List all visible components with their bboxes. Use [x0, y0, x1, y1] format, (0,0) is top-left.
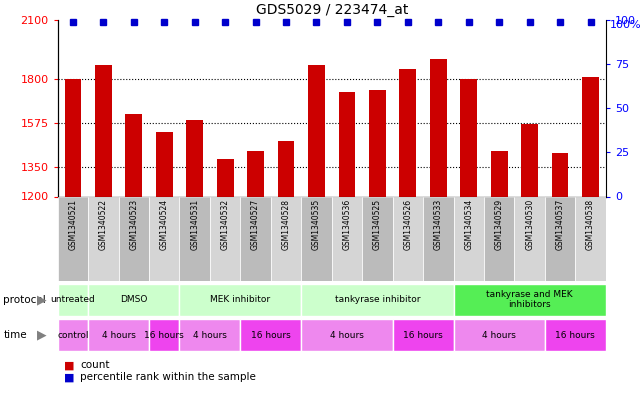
Bar [88, 196, 119, 281]
Text: tankyrase inhibitor: tankyrase inhibitor [335, 295, 420, 304]
Text: GSM1340532: GSM1340532 [221, 199, 229, 250]
Bar [369, 90, 386, 196]
Bar [58, 196, 88, 281]
Text: GSM1340531: GSM1340531 [190, 199, 199, 250]
Bar [126, 114, 142, 196]
Bar [392, 196, 423, 281]
Bar [454, 284, 606, 316]
Bar [58, 284, 88, 316]
Text: GSM1340522: GSM1340522 [99, 199, 108, 250]
Bar [95, 65, 112, 196]
Bar [301, 196, 332, 281]
Title: GDS5029 / 223474_at: GDS5029 / 223474_at [256, 3, 408, 17]
Bar [58, 319, 88, 351]
Bar [332, 196, 362, 281]
Text: GSM1340529: GSM1340529 [495, 199, 504, 250]
Text: 16 hours: 16 hours [144, 331, 184, 340]
Text: GSM1340521: GSM1340521 [69, 199, 78, 250]
Text: protocol: protocol [3, 295, 46, 305]
Bar [552, 153, 569, 196]
Text: 4 hours: 4 hours [102, 331, 135, 340]
Bar [484, 196, 515, 281]
Text: 4 hours: 4 hours [482, 331, 516, 340]
Text: ■: ■ [64, 372, 74, 382]
Text: GSM1340525: GSM1340525 [373, 199, 382, 250]
Text: GSM1340533: GSM1340533 [434, 199, 443, 250]
Text: GSM1340538: GSM1340538 [586, 199, 595, 250]
Bar [247, 151, 264, 196]
Bar [65, 79, 81, 196]
Bar [179, 319, 240, 351]
Bar [149, 319, 179, 351]
Bar [119, 196, 149, 281]
Text: count: count [80, 360, 110, 371]
Bar [88, 284, 179, 316]
Bar [210, 196, 240, 281]
Bar [576, 196, 606, 281]
Text: control: control [57, 331, 88, 340]
Bar [515, 196, 545, 281]
Text: GSM1340528: GSM1340528 [281, 199, 290, 250]
Text: GSM1340526: GSM1340526 [403, 199, 412, 250]
Bar [545, 319, 606, 351]
Text: tankyrase and MEK
inhibitors: tankyrase and MEK inhibitors [487, 290, 573, 309]
Bar [545, 196, 576, 281]
Bar [278, 141, 294, 196]
Text: 16 hours: 16 hours [555, 331, 595, 340]
Text: GSM1340535: GSM1340535 [312, 199, 321, 250]
Bar [423, 196, 454, 281]
Bar [240, 196, 271, 281]
Bar [392, 319, 454, 351]
Text: 4 hours: 4 hours [193, 331, 227, 340]
Bar [301, 284, 454, 316]
Text: ▶: ▶ [37, 329, 46, 342]
Text: DMSO: DMSO [120, 295, 147, 304]
Bar [179, 196, 210, 281]
Text: GSM1340534: GSM1340534 [464, 199, 473, 250]
Bar [582, 77, 599, 196]
Text: untreated: untreated [51, 295, 96, 304]
Bar [308, 65, 325, 196]
Bar [521, 124, 538, 196]
Text: GSM1340536: GSM1340536 [342, 199, 351, 250]
Text: GSM1340530: GSM1340530 [525, 199, 534, 250]
Bar [454, 319, 545, 351]
Text: GSM1340523: GSM1340523 [129, 199, 138, 250]
Bar [430, 59, 447, 196]
Text: 100%: 100% [610, 20, 641, 29]
Text: GSM1340537: GSM1340537 [556, 199, 565, 250]
Bar [240, 319, 301, 351]
Bar [149, 196, 179, 281]
Text: 16 hours: 16 hours [403, 331, 443, 340]
Bar [460, 79, 477, 196]
Bar [399, 69, 416, 196]
Bar [217, 159, 233, 196]
Bar [362, 196, 392, 281]
Text: MEK inhibitor: MEK inhibitor [210, 295, 271, 304]
Bar [187, 120, 203, 196]
Text: GSM1340527: GSM1340527 [251, 199, 260, 250]
Bar [491, 151, 508, 196]
Text: 16 hours: 16 hours [251, 331, 291, 340]
Bar [271, 196, 301, 281]
Bar [179, 284, 301, 316]
Text: ■: ■ [64, 360, 74, 371]
Bar [88, 319, 149, 351]
Bar [156, 132, 172, 196]
Text: percentile rank within the sample: percentile rank within the sample [80, 372, 256, 382]
Bar [301, 319, 392, 351]
Bar [338, 92, 355, 196]
Text: ▶: ▶ [37, 293, 46, 307]
Text: time: time [3, 330, 27, 340]
Text: GSM1340524: GSM1340524 [160, 199, 169, 250]
Bar [454, 196, 484, 281]
Text: 4 hours: 4 hours [330, 331, 364, 340]
